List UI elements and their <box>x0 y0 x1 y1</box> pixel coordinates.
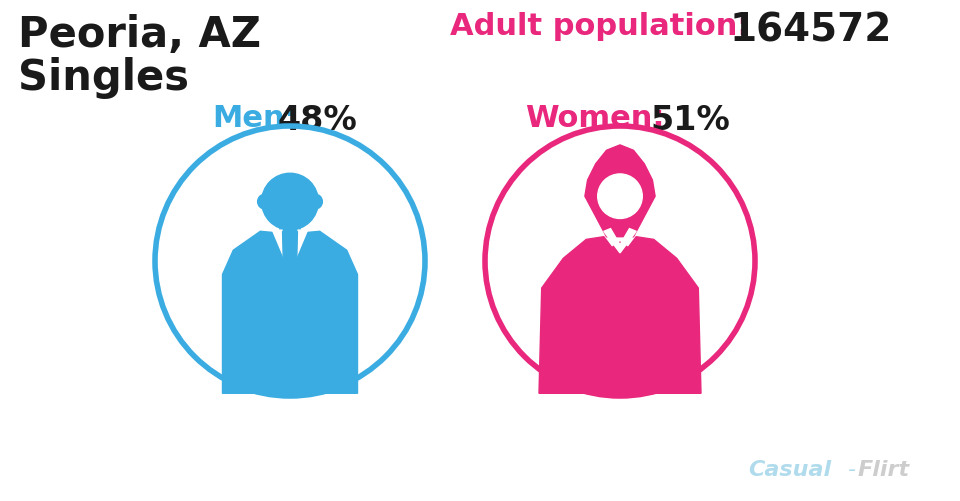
Text: 51%: 51% <box>650 104 730 137</box>
Text: 48%: 48% <box>278 104 358 137</box>
Text: Flirt: Flirt <box>858 459 910 479</box>
Text: Singles: Singles <box>18 57 189 99</box>
Text: 164572: 164572 <box>730 12 893 50</box>
Circle shape <box>257 195 273 209</box>
Text: Casual: Casual <box>748 459 831 479</box>
Circle shape <box>262 174 319 230</box>
Polygon shape <box>223 232 357 393</box>
Polygon shape <box>539 237 701 393</box>
Text: -: - <box>848 459 856 479</box>
Polygon shape <box>604 229 636 254</box>
Text: Men:: Men: <box>212 104 297 133</box>
Polygon shape <box>279 216 300 236</box>
Polygon shape <box>273 230 307 272</box>
Polygon shape <box>280 232 300 302</box>
Circle shape <box>598 174 642 219</box>
Circle shape <box>307 195 323 209</box>
Text: Women:: Women: <box>525 104 664 133</box>
Text: Peoria, AZ: Peoria, AZ <box>18 14 261 56</box>
Text: Adult population:: Adult population: <box>450 12 750 41</box>
Polygon shape <box>585 146 655 237</box>
